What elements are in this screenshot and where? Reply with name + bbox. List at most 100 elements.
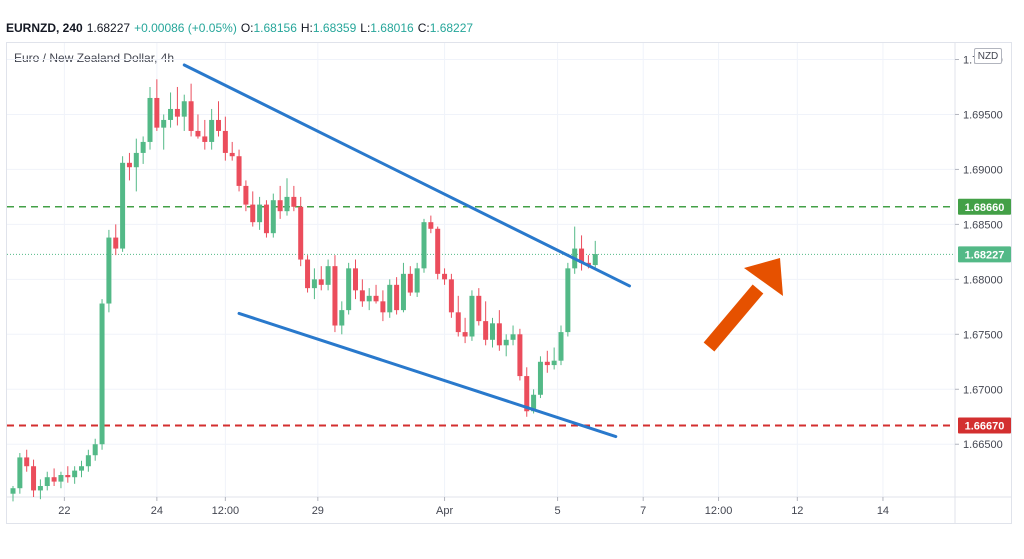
x-tick-label: 14 [877,505,889,517]
candle-body-up [510,334,516,340]
candle-body-up [44,477,50,487]
low-value: 1.68016 [370,21,414,35]
x-tick-label: 22 [58,505,70,517]
candle-body-up [133,152,139,168]
candle-body-down [435,228,441,274]
candle-body-up [85,455,91,467]
candle-body-up [168,108,174,120]
resistance-price-tag-text: 1.68660 [965,202,1005,214]
candle-body-down [476,295,482,322]
candle-body-down [332,266,338,326]
candle-body-down [483,321,489,340]
candle-body-down [154,97,160,128]
y-tick-label: 1.69000 [963,164,1003,176]
close-label: C: [417,21,430,35]
x-tick-label: 5 [555,505,561,517]
support-price-tag-text: 1.66670 [965,421,1005,433]
current-price-tag-text: 1.68227 [965,249,1005,261]
candle-body-down [216,119,221,131]
candle-body-up [92,444,98,456]
candle-body-down [243,185,249,205]
candle-body-down [517,334,523,377]
candle-body-up [414,268,420,293]
candle-body-down [24,457,30,467]
candle-body-up [270,200,276,234]
candle-body-down [524,376,530,412]
candle-body-up [140,141,146,153]
candle-body-up [421,222,427,269]
candle-body-down [394,284,400,311]
candle-body-down [428,222,434,229]
candle-body-down [298,206,304,260]
candle-body-up [366,295,372,302]
high-label: H: [300,21,313,35]
candle-body-down [250,204,256,223]
y-tick-label: 1.66500 [963,439,1003,451]
x-tick-label: 29 [312,505,324,517]
candle-body-down [263,204,269,234]
candle-body-up [531,394,537,412]
candle-body-down [544,361,550,366]
upper-trendline [182,63,631,288]
candle-body-down [496,323,502,346]
candle-body-down [373,295,379,302]
candle-body-up [10,488,16,494]
candle-body-up [161,119,167,128]
lower-trendline [237,311,618,439]
candle-body-up [311,279,317,289]
current-price-tag-bg [958,246,1011,263]
candle-body-up [346,268,352,311]
candle-body-up [209,119,215,142]
low-label: L: [360,21,371,35]
candle-body-down [462,332,468,337]
candle-body-down [222,130,228,153]
candle-body-up [147,97,153,142]
candle-body-down [195,130,201,137]
candle-body-up [120,162,126,249]
candle-body-down [202,136,208,142]
bullish-arrow-shaft [703,284,764,352]
candle-body-down [579,248,585,263]
candle-body-up [503,339,509,346]
symbol-label[interactable]: EURNZD, 240 [6,21,83,35]
x-tick-label: Apr [436,505,453,517]
chart-frame[interactable] [6,42,1012,524]
candle-body-down [126,162,132,168]
currency-badge[interactable]: NZD [974,48,1002,64]
candle-body-up [490,323,495,340]
candle-body-down [31,466,37,491]
candle-body-up [469,295,475,337]
candle-body-down [359,290,365,302]
candle-body-down [455,312,461,333]
candle-body-down [291,196,297,207]
candle-body-up [58,475,64,482]
y-tick-label: 1.67000 [963,384,1003,396]
candle-body-down [318,279,324,285]
last-price: 1.68227 [86,21,131,35]
x-tick-label: 7 [640,505,646,517]
candle-body-down [236,156,242,186]
candle-body-up [565,268,571,333]
candle-body-down [305,259,311,289]
candle-body-up [558,332,564,361]
candle-body-up [106,237,112,304]
candle-body-up [72,470,78,478]
candle-body-down [380,301,386,313]
x-tick-label: 24 [151,505,163,517]
candle-body-up [79,466,84,471]
pair-title: Euro / New Zealand Dollar, 4h [14,51,175,65]
candle-body-down [113,237,119,249]
open-value: 1.68156 [253,21,297,35]
candle-body-up [37,486,43,491]
candle-body-down [407,273,413,293]
candle-body-up [339,310,345,326]
candle-body-down [51,477,57,482]
x-tick-label: 12 [791,505,803,517]
candle-body-up [17,457,23,489]
symbol-header: EURNZD, 240 1.68227 +0.00086 (+0.05%) O:… [6,18,473,38]
candle-body-up [400,273,406,311]
open-label: O: [240,21,254,35]
candle-body-up [537,361,543,395]
candle-body-down [65,475,71,478]
